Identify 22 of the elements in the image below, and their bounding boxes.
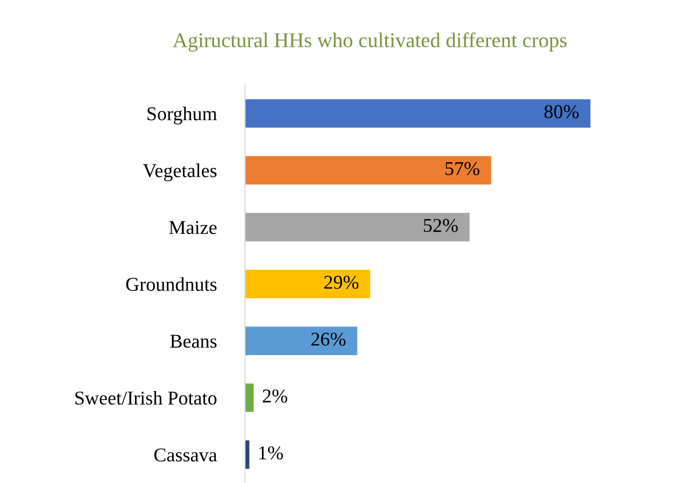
y-tick-label: Beans <box>170 334 217 348</box>
y-tick-label: Cassava <box>154 448 217 462</box>
chart-title: Agiructural HHs who cultivated different crops <box>172 32 567 52</box>
data-label: 1% <box>259 446 283 460</box>
bar <box>245 326 358 356</box>
y-tick-label: Vegetales <box>142 164 217 182</box>
y-tick-label: Sweet/Irish Potato <box>75 390 216 405</box>
data-label: 2% <box>262 389 288 403</box>
bar <box>245 156 492 184</box>
y-tick-label: Groundnuts <box>126 277 217 291</box>
y-tick-label: Sorghum <box>148 106 217 124</box>
bar <box>245 270 370 298</box>
data-label: 80% <box>544 105 579 118</box>
data-label: 26% <box>311 332 346 346</box>
bar <box>245 384 254 412</box>
data-label: 57% <box>446 162 480 176</box>
bar <box>245 99 590 128</box>
data-label: 52% <box>424 218 458 232</box>
y-tick-label: Maize <box>169 221 217 234</box>
bar <box>245 212 470 242</box>
data-label: 29% <box>324 276 358 289</box>
bar <box>245 440 250 469</box>
